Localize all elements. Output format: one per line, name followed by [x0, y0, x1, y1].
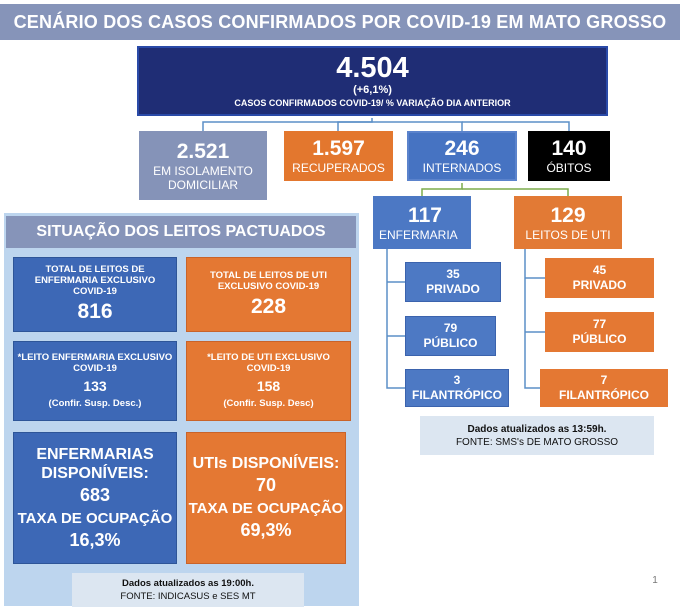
- title-bar: CENÁRIO DOS CASOS CONFIRMADOS POR COVID-…: [0, 4, 680, 40]
- enfermaria-publico-box: 79 PÚBLICO: [405, 316, 496, 356]
- utis-disponiveis-label: UTIs DISPONÍVEIS:: [192, 455, 340, 472]
- recuperados-value: 1.597: [312, 137, 365, 160]
- enfermaria-publico-value: 79: [443, 321, 458, 335]
- total-cases-caption: CASOS CONFIRMADOS COVID-19/ % VARIAÇÃO D…: [234, 98, 511, 108]
- update-right-source: FONTE: SMS's DE MATO GROSSO: [455, 436, 619, 448]
- enfermaria-label: ENFERMARIA: [379, 227, 458, 242]
- uti-privado-box: 45 PRIVADO: [545, 258, 654, 298]
- update-note-right: Dados atualizados as 13:59h. FONTE: SMS'…: [420, 416, 654, 455]
- connector-main-recuperados: [337, 121, 372, 131]
- enfermaria-leito-line1: *LEITO ENFERMARIA EXCLUSIVO: [17, 352, 173, 363]
- update-right-time: Dados atualizados as 13:59h.: [467, 423, 607, 435]
- utis-disponiveis-cell: UTIs DISPONÍVEIS: 70 TAXA DE OCUPAÇÃO 69…: [186, 432, 346, 564]
- enfermaria-leito-line2: COVID-19: [73, 363, 117, 374]
- uti-total-value: 228: [250, 294, 287, 318]
- uti-privado-label: PRIVADO: [572, 278, 627, 292]
- enfermarias-taxa-label: TAXA DE OCUPAÇÃO: [17, 509, 173, 527]
- total-cases-box: 4.504 (+6,1%) CASOS CONFIRMADOS COVID-19…: [137, 46, 608, 116]
- leitos-panel-title: SITUAÇÃO DOS LEITOS PACTUADOS: [36, 223, 326, 240]
- uti-total-line1: TOTAL DE LEITOS DE UTI: [209, 269, 327, 281]
- uti-leito-line1: *LEITO DE UTI EXCLUSIVO: [207, 352, 330, 363]
- recuperados-label: RECUPERADOS: [292, 161, 385, 175]
- uti-publico-value: 77: [592, 317, 607, 331]
- connector-internados-enfermaria: [421, 183, 463, 196]
- connector-main-obitos: [462, 121, 570, 131]
- uti-filantropico-box: 7 FILANTRÓPICO: [540, 369, 668, 407]
- enfermarias-disponiveis-value: 683: [79, 484, 111, 505]
- connector-internados-uti: [462, 188, 569, 196]
- enfermaria-leito-sub: (Confir. Susp. Desc.): [48, 398, 142, 409]
- uti-leito-value: 158: [256, 378, 281, 394]
- enfermarias-disponiveis-cell: ENFERMARIAS DISPONÍVEIS: 683 TAXA DE OCU…: [13, 432, 177, 564]
- enfermaria-total-cell: TOTAL DE LEITOS DE ENFERMARIA EXCLUSIVO …: [13, 257, 177, 332]
- obitos-box: 140 ÓBITOS: [528, 131, 610, 181]
- total-cases-variation: (+6,1%): [353, 84, 392, 96]
- enfermarias-disponiveis-line2: DISPONÍVEIS:: [41, 464, 149, 482]
- uti-filantropico-label: FILANTRÓPICO: [559, 388, 649, 402]
- recuperados-box: 1.597 RECUPERADOS: [284, 131, 393, 181]
- uti-publico-box: 77 PÚBLICO: [545, 312, 654, 352]
- page-title: CENÁRIO DOS CASOS CONFIRMADOS POR COVID-…: [13, 11, 667, 32]
- enfermaria-box: 117 ENFERMARIA: [373, 196, 471, 249]
- uti-filantropico-value: 7: [600, 373, 608, 387]
- leitos-uti-value: 129: [550, 203, 586, 227]
- enfermaria-filantropico-label: FILANTRÓPICO: [412, 388, 502, 402]
- uti-total-cell: TOTAL DE LEITOS DE UTI EXCLUSIVO COVID-1…: [186, 257, 351, 332]
- enfermaria-total-line3: COVID-19: [73, 286, 117, 297]
- isolamento-label-1: EM ISOLAMENTO: [153, 163, 253, 178]
- leitos-uti-label: LEITOS DE UTI: [525, 227, 611, 242]
- internados-label: INTERNADOS: [422, 161, 502, 175]
- isolamento-box: 2.521 EM ISOLAMENTO DOMICILIAR: [139, 131, 267, 200]
- enfermaria-leito-value: 133: [83, 378, 107, 394]
- enfermaria-total-line2: ENFERMARIA EXCLUSIVO: [34, 275, 156, 286]
- enfermaria-filantropico-box: 3 FILANTRÓPICO: [405, 369, 509, 407]
- connector-main-internados: [372, 121, 463, 131]
- enfermaria-privado-box: 35 PRIVADO: [405, 262, 501, 302]
- leitos-panel-header: SITUAÇÃO DOS LEITOS PACTUADOS: [6, 216, 356, 248]
- enfermaria-leito-cell: *LEITO ENFERMARIA EXCLUSIVO COVID-19 133…: [13, 341, 177, 421]
- isolamento-label-2: DOMICILIAR: [167, 177, 238, 192]
- obitos-value: 140: [551, 137, 587, 160]
- update-left-source: FONTE: INDICASUS e SES MT: [120, 591, 256, 602]
- total-cases-value: 4.504: [336, 52, 409, 84]
- obitos-label: ÓBITOS: [546, 161, 592, 175]
- connector-enf-tree: [386, 249, 405, 389]
- page-number: 1: [652, 575, 658, 586]
- uti-leito-cell: *LEITO DE UTI EXCLUSIVO COVID-19 158 (Co…: [186, 341, 351, 421]
- utis-taxa-value: 69,3%: [240, 520, 292, 540]
- isolamento-value: 2.521: [176, 139, 230, 163]
- enfermaria-value: 117: [408, 203, 442, 227]
- enfermaria-privado-label: PRIVADO: [426, 282, 480, 296]
- update-left-time: Dados atualizados as 19:00h.: [122, 578, 254, 589]
- uti-leito-sub: (Confir. Susp. Desc): [223, 398, 314, 409]
- connector-uti-tree: [524, 249, 540, 389]
- uti-total-line2: EXCLUSIVO COVID-19: [217, 280, 320, 292]
- internados-value: 246: [444, 137, 480, 160]
- utis-taxa-label: TAXA DE OCUPAÇÃO: [188, 500, 344, 517]
- enfermarias-taxa-value: 16,3%: [69, 529, 121, 550]
- enfermaria-filantropico-value: 3: [453, 373, 461, 387]
- enfermaria-total-value: 816: [77, 300, 113, 323]
- enfermaria-privado-value: 35: [446, 267, 460, 281]
- connector-main-isolamento: [202, 118, 373, 131]
- enfermaria-total-line1: TOTAL DE LEITOS DE: [45, 264, 145, 275]
- leitos-uti-box: 129 LEITOS DE UTI: [514, 196, 622, 249]
- enfermarias-disponiveis-line1: ENFERMARIAS: [36, 445, 154, 463]
- uti-leito-line2: COVID-19: [246, 363, 291, 374]
- uti-privado-value: 45: [592, 263, 607, 277]
- utis-disponiveis-value: 70: [255, 475, 277, 495]
- internados-box: 246 INTERNADOS: [407, 131, 517, 181]
- enfermaria-publico-label: PÚBLICO: [423, 336, 478, 350]
- uti-publico-label: PÚBLICO: [572, 332, 627, 346]
- update-note-left: Dados atualizados as 19:00h. FONTE: INDI…: [72, 573, 304, 607]
